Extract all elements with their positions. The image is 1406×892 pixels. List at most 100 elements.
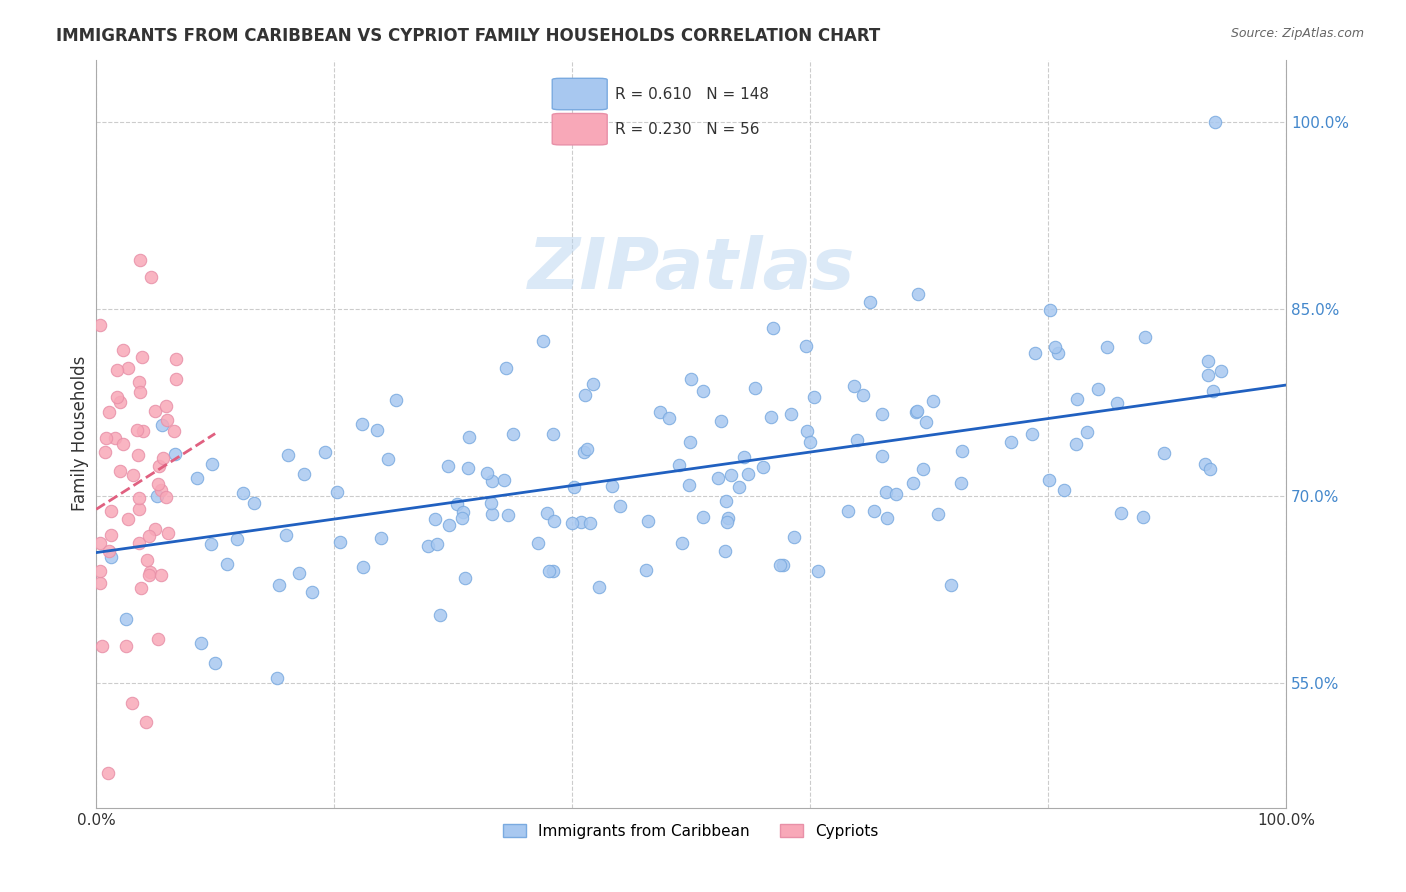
Point bbox=[329, 534, 352, 549]
Point bbox=[152, 418, 174, 433]
Point bbox=[108, 464, 131, 478]
Point bbox=[1039, 303, 1062, 318]
Point bbox=[89, 318, 111, 332]
Point bbox=[658, 411, 681, 425]
Point bbox=[100, 528, 122, 542]
Point bbox=[128, 375, 150, 389]
Point bbox=[143, 522, 166, 536]
Point bbox=[446, 497, 468, 511]
Legend: Immigrants from Caribbean, Cypriots: Immigrants from Caribbean, Cypriots bbox=[498, 818, 886, 845]
Point bbox=[163, 424, 186, 438]
Point bbox=[717, 511, 740, 525]
Point bbox=[131, 350, 153, 364]
Point bbox=[128, 501, 150, 516]
Point bbox=[852, 387, 875, 401]
Point bbox=[156, 413, 179, 427]
Point bbox=[352, 560, 374, 574]
Point bbox=[481, 496, 503, 510]
Point bbox=[215, 558, 238, 572]
Point bbox=[1194, 457, 1216, 471]
Point bbox=[458, 430, 481, 444]
Point bbox=[138, 568, 160, 582]
Point bbox=[190, 636, 212, 650]
Point bbox=[1105, 396, 1128, 410]
Point bbox=[149, 483, 172, 497]
Point bbox=[859, 295, 882, 310]
Point bbox=[543, 514, 565, 528]
Point bbox=[112, 343, 135, 357]
Point bbox=[139, 270, 162, 285]
Point bbox=[1066, 436, 1088, 450]
Point bbox=[94, 431, 117, 445]
Point bbox=[794, 339, 817, 353]
Point bbox=[226, 532, 249, 546]
Point bbox=[94, 445, 117, 459]
Point bbox=[762, 321, 785, 335]
Point bbox=[243, 495, 266, 509]
Point bbox=[922, 394, 945, 409]
Point bbox=[588, 580, 610, 594]
Point bbox=[1053, 483, 1076, 497]
Point bbox=[1197, 353, 1219, 368]
Point bbox=[728, 480, 751, 494]
Point bbox=[1132, 510, 1154, 524]
Point bbox=[125, 423, 148, 437]
Point bbox=[496, 508, 519, 522]
Point bbox=[135, 714, 157, 729]
Point bbox=[453, 571, 475, 585]
Point bbox=[761, 410, 783, 425]
Point bbox=[744, 381, 766, 395]
Point bbox=[89, 536, 111, 550]
Point bbox=[737, 467, 759, 481]
Point bbox=[314, 444, 336, 458]
Point bbox=[97, 544, 120, 558]
Point bbox=[1076, 425, 1098, 439]
Point bbox=[204, 657, 226, 671]
Point bbox=[139, 565, 162, 579]
Point bbox=[796, 424, 818, 438]
Point bbox=[117, 512, 139, 526]
Point bbox=[104, 431, 127, 445]
Point bbox=[1024, 346, 1046, 360]
Point bbox=[733, 450, 755, 464]
Point bbox=[97, 766, 120, 780]
Point bbox=[100, 504, 122, 518]
Point bbox=[152, 451, 174, 466]
Point bbox=[574, 445, 596, 459]
Point bbox=[536, 506, 558, 520]
Point bbox=[1021, 427, 1043, 442]
Point bbox=[385, 392, 408, 407]
Point bbox=[163, 447, 186, 461]
Point bbox=[681, 372, 703, 386]
Point bbox=[905, 405, 928, 419]
Point bbox=[1199, 462, 1222, 476]
Point bbox=[366, 423, 388, 437]
Point bbox=[905, 403, 928, 417]
Point bbox=[671, 536, 693, 550]
Point bbox=[148, 458, 170, 473]
Point bbox=[1047, 346, 1070, 360]
Point bbox=[875, 484, 897, 499]
Point bbox=[502, 427, 524, 442]
Point bbox=[678, 477, 700, 491]
Point bbox=[370, 531, 392, 545]
Point bbox=[274, 528, 297, 542]
Point bbox=[1043, 340, 1066, 354]
Point bbox=[121, 468, 143, 483]
Point bbox=[561, 516, 583, 531]
Point bbox=[579, 516, 602, 530]
Point bbox=[266, 671, 288, 685]
Point bbox=[481, 508, 503, 522]
Point bbox=[277, 448, 299, 462]
Point bbox=[706, 471, 728, 485]
Point bbox=[1211, 364, 1233, 378]
Point bbox=[780, 407, 803, 421]
Point bbox=[803, 391, 825, 405]
Point bbox=[131, 424, 153, 438]
Point bbox=[837, 503, 859, 517]
Point bbox=[714, 493, 737, 508]
Point bbox=[377, 452, 399, 467]
Point bbox=[1202, 384, 1225, 399]
Point bbox=[138, 528, 160, 542]
Point bbox=[863, 504, 886, 518]
